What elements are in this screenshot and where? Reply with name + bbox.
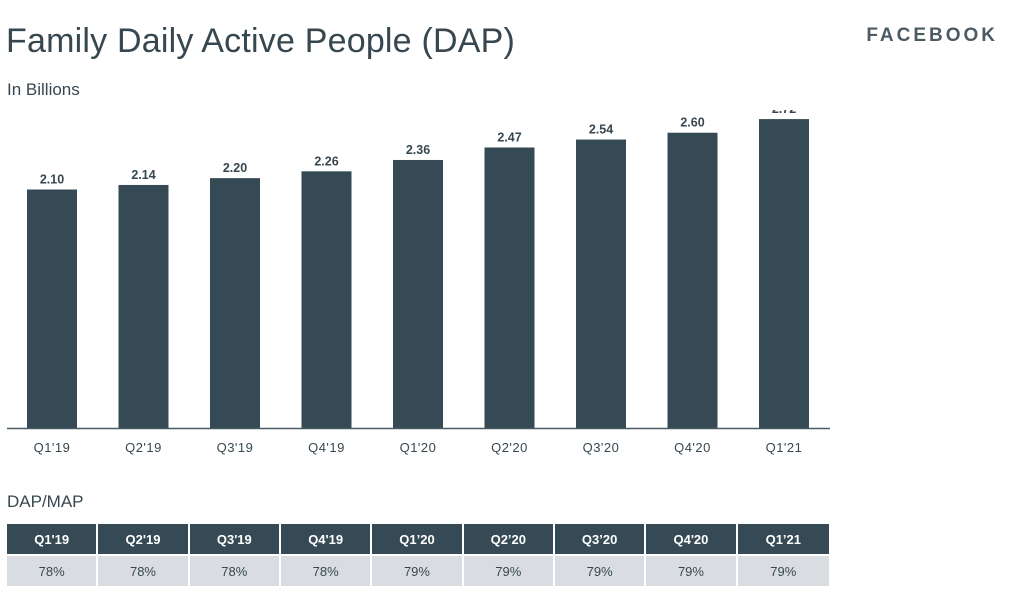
bar-value-label: 2.20 (223, 161, 247, 175)
bar-value-label: 2.26 (314, 154, 338, 168)
bar-0 (27, 189, 77, 428)
table-header-cell: Q3'19 (189, 524, 281, 554)
table-header-row: Q1'19 Q2'19 Q3'19 Q4'19 Q1’20 Q2’20 Q3’20 Q4'20… (7, 524, 829, 554)
bar-1 (118, 184, 169, 428)
table-cell: 79% (372, 554, 464, 586)
bar-value-label: 2.72 (772, 110, 796, 116)
bar-value-label: 2.47 (497, 130, 521, 144)
table-header-cell: Q4'20 (646, 524, 738, 554)
table-cell: 79% (463, 554, 555, 586)
bar-value-label: 2.36 (406, 143, 430, 157)
bar-value-label: 2.60 (680, 116, 704, 130)
table-cell: 79% (554, 554, 647, 586)
table-header-cell: Q4'19 (280, 524, 373, 554)
bar-8 (759, 119, 809, 428)
table-header-cell: Q2’20 (463, 524, 555, 554)
bar-3 (301, 171, 352, 429)
table-header-cell: Q3’20 (554, 524, 647, 554)
table-header-cell: Q1’21 (737, 524, 829, 554)
page-subtitle: In Billions (7, 80, 80, 99)
table-cell: 79% (737, 554, 829, 586)
x-tick-label: Q4'19 (308, 440, 345, 455)
x-tick-label: Q4'20 (674, 440, 711, 455)
table-header-cell: Q2'19 (98, 524, 190, 554)
bar-7 (667, 132, 718, 428)
x-tick-label: Q1'19 (34, 440, 71, 455)
bar-4 (393, 159, 443, 428)
bar-value-label: 2.14 (131, 168, 155, 182)
table-header-cell: Q1'19 (7, 524, 99, 554)
bar-2 (210, 178, 260, 428)
page-title: Family Daily Active People (DAP) (6, 22, 515, 60)
dap-bar-chart: 2.10 Q1'19 2.14 Q2'19 2.20 Q3'19 2.26 Q4'19 2.36… (7, 110, 830, 455)
x-tick-label: Q3'19 (217, 440, 254, 455)
bar-value-label: 2.54 (589, 123, 613, 137)
x-tick-label: Q2'19 (125, 440, 162, 455)
table-cell: 78% (280, 554, 373, 586)
table-cell: 78% (7, 554, 99, 586)
table-title: DAP/MAP (7, 492, 84, 511)
brand-logo: FACEBOOK (866, 25, 998, 46)
dap-map-table: Q1'19 Q2'19 Q3'19 Q4'19 Q1’20 Q2’20 Q3’20 Q4'20… (7, 524, 829, 586)
table-cell: 78% (189, 554, 281, 586)
table-row: 78% 78% 78% 78% 79% 79% 79% 79% 79% (7, 554, 829, 586)
x-tick-label: Q1'21 (766, 440, 803, 455)
bar-5 (484, 147, 535, 428)
x-tick-label: Q1'20 (400, 440, 437, 455)
bar-6 (576, 139, 626, 428)
x-tick-label: Q3'20 (583, 440, 620, 455)
x-tick-label: Q2'20 (491, 440, 528, 455)
table-header-cell: Q1’20 (372, 524, 464, 554)
bar-value-label: 2.10 (40, 173, 64, 187)
table-cell: 79% (646, 554, 738, 586)
table-cell: 78% (98, 554, 190, 586)
